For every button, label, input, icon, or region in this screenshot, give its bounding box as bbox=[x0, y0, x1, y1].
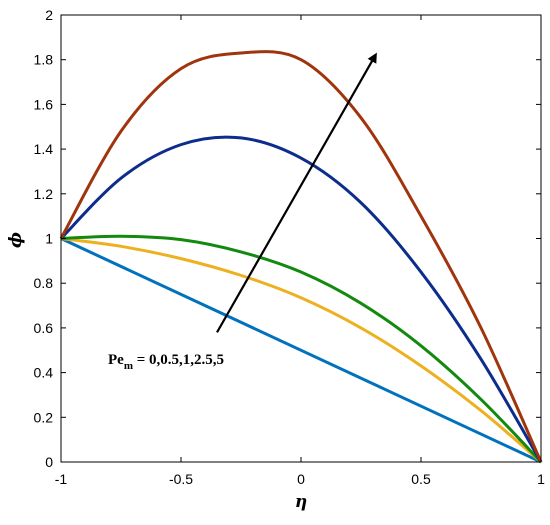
x-tick-label: 0.5 bbox=[411, 471, 431, 487]
series-line-3 bbox=[60, 234, 543, 464]
series-line-1 bbox=[60, 237, 542, 464]
x-tick-label: -0.5 bbox=[169, 471, 193, 487]
y-axis-label: ϕ bbox=[6, 232, 26, 248]
x-tick-label: 0 bbox=[297, 471, 305, 487]
y-tick-label: 0.6 bbox=[34, 320, 54, 336]
annotation-layer: Pem = 0,0.5,1,2.5,5 bbox=[108, 52, 377, 372]
y-tick-label: 2 bbox=[45, 7, 53, 23]
x-tick-label: -1 bbox=[55, 471, 68, 487]
y-tick-label: 0 bbox=[45, 454, 53, 470]
parameter-annotation: Pem = 0,0.5,1,2.5,5 bbox=[108, 352, 224, 372]
series-line-2 bbox=[60, 237, 542, 464]
y-tick-label: 0.2 bbox=[34, 409, 54, 425]
trend-arrow bbox=[216, 52, 377, 333]
y-tick-label: 1.8 bbox=[34, 52, 54, 68]
annotation-values: = 0,0.5,1,2.5,5 bbox=[133, 352, 224, 368]
y-tick-label: 1.6 bbox=[34, 96, 54, 112]
annotation-subscript: m bbox=[124, 360, 133, 372]
annotation-main: Pe bbox=[108, 352, 124, 368]
x-axis-label: η bbox=[295, 492, 307, 512]
x-tick-label: 1 bbox=[537, 471, 545, 487]
plot-frame bbox=[60, 14, 542, 463]
y-tick-label: 0.8 bbox=[34, 275, 54, 291]
series-line-5 bbox=[59, 50, 543, 463]
y-tick-label: 0.4 bbox=[34, 365, 54, 381]
series-layer bbox=[59, 50, 543, 464]
y-tick-label: 1 bbox=[45, 231, 53, 247]
y-tick-label: 1.2 bbox=[34, 186, 54, 202]
y-tick-label: 1.4 bbox=[34, 141, 54, 157]
tick-layer: -1 -0.5 0 0.5 1 0 0.2 0.4 0.6 0.8 1 1.2 1.4 1.6 1.8 2 bbox=[34, 7, 546, 487]
series-line-4 bbox=[59, 135, 543, 463]
